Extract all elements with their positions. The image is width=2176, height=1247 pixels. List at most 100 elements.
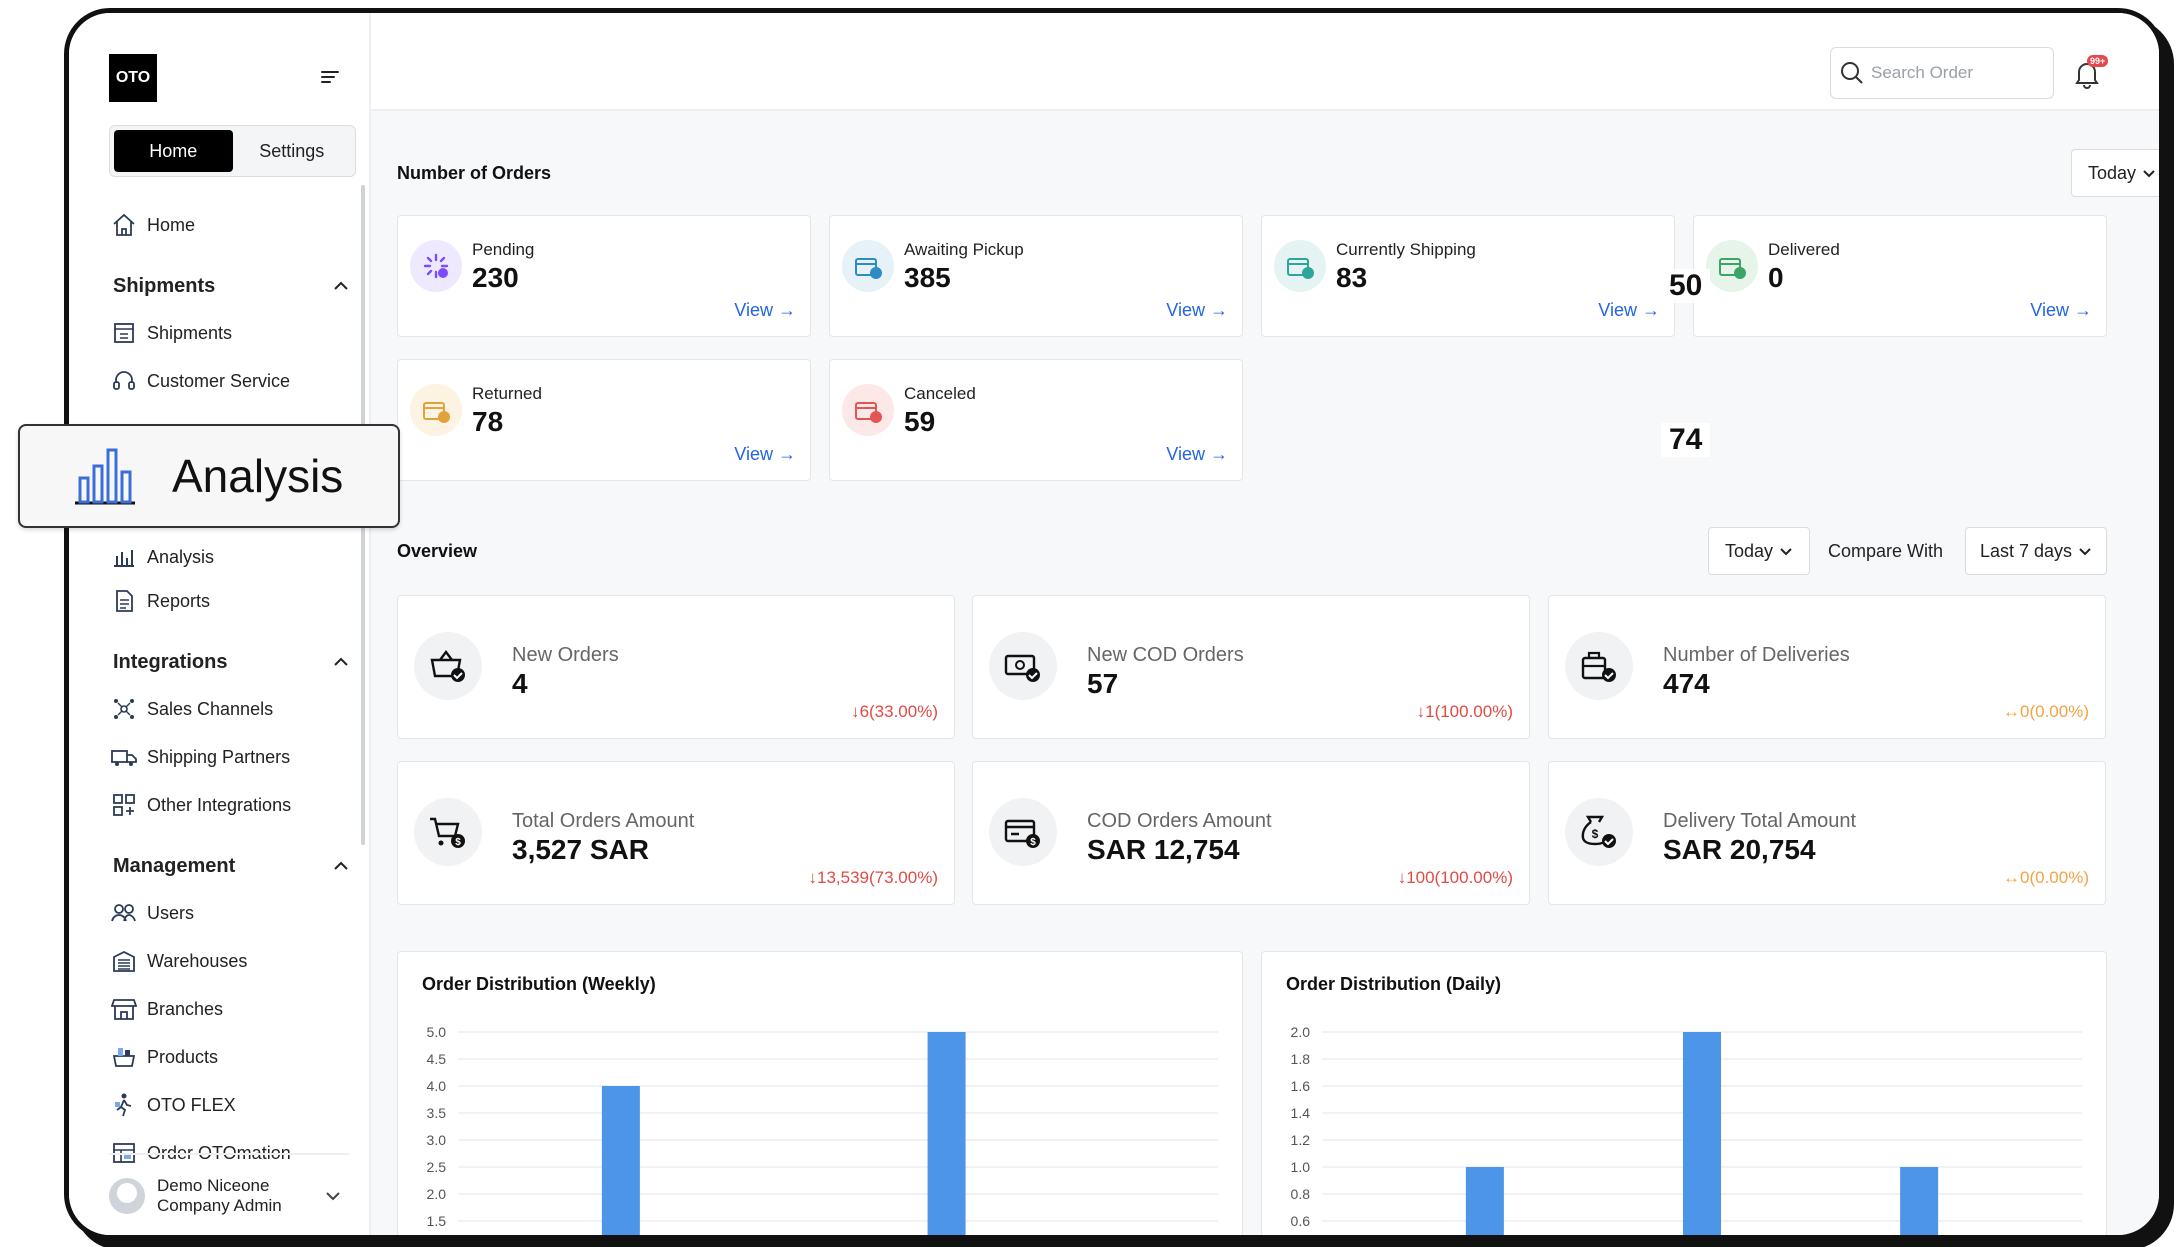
- sidebar-item-label: Order OTOmation: [147, 1142, 291, 1163]
- arrow-both-icon: ↔: [2003, 702, 2021, 721]
- section-title: Management: [113, 854, 236, 877]
- chart-title: Order Distribution (Weekly): [422, 974, 656, 994]
- sidebar-item-users[interactable]: Users: [109, 889, 349, 937]
- y-tick-label: 3.0: [427, 1132, 447, 1148]
- users-icon: [109, 898, 139, 928]
- chart-daily-card: Order Distribution (Daily) 2.0 1.8 1.6 1.4 1…: [1261, 951, 2107, 1240]
- svg-text:$: $: [455, 837, 461, 848]
- sidebar-item-oto-flex[interactable]: OTO FLEX: [109, 1081, 349, 1129]
- sidebar-section-integrations[interactable]: Integrations: [109, 625, 349, 685]
- chevron-up-icon: [334, 657, 348, 666]
- y-tick-label: 2.0: [1291, 1024, 1311, 1040]
- sidebar-item-label: Shipping Partners: [147, 746, 291, 767]
- sidebar-item-customer-service[interactable]: Customer Service: [109, 357, 349, 405]
- section-title: Integrations: [113, 650, 228, 673]
- y-tick-label: 1.5: [427, 1213, 447, 1229]
- y-tick-label: 1.8: [1291, 1051, 1311, 1067]
- y-tick-label: 1.2: [1291, 1132, 1311, 1148]
- sidebar-item-products[interactable]: Products: [109, 1033, 349, 1081]
- box-return-icon: [410, 384, 462, 436]
- sidebar-item-label: Users: [147, 902, 195, 923]
- chart-bar[interactable]: [927, 1032, 966, 1240]
- sidebar-item-label: Products: [147, 1046, 219, 1067]
- sidebar-item-analysis[interactable]: Analysis: [109, 537, 349, 577]
- collapse-menu-icon[interactable]: [321, 69, 339, 85]
- chevron-down-icon: [1780, 547, 1792, 555]
- products-icon: [109, 1042, 139, 1072]
- sidebar-item-label: Other Integrations: [147, 794, 292, 815]
- oto-logo[interactable]: OTO: [109, 54, 157, 102]
- chart-bar[interactable]: [1900, 1167, 1939, 1240]
- sidebar-item-shipping-partners[interactable]: Shipping Partners: [109, 733, 349, 781]
- overview-value: 4: [512, 668, 528, 699]
- change-indicator: ↔0(0.00%): [2003, 868, 2089, 887]
- overview-value: SAR 12,754: [1087, 834, 1240, 865]
- compare-period-dropdown[interactable]: Last 7 days: [1965, 527, 2107, 575]
- truck-icon: [109, 742, 139, 772]
- chart-bar[interactable]: [1465, 1167, 1504, 1240]
- change-indicator: ↓1(100.00%): [1416, 702, 1513, 721]
- overview-value: 57: [1087, 668, 1119, 699]
- view-link[interactable]: View →: [1166, 444, 1228, 464]
- view-link[interactable]: View →: [734, 444, 796, 464]
- overview-card-total-orders-amount: $ Total Orders Amount 3,527 SAR ↓13,539(…: [397, 761, 955, 905]
- status-label: Canceled: [904, 384, 976, 403]
- overview-label: Delivery Total Amount: [1663, 810, 1857, 832]
- status-label: Pending: [472, 240, 535, 259]
- status-value: 230: [472, 262, 519, 293]
- sidebar-item-order-otomation[interactable]: Order OTOmation: [109, 1129, 349, 1177]
- overview-card-number-of-deliveries: Number of Deliveries 474 ↔0(0.00%): [1548, 595, 2106, 739]
- segment-home[interactable]: Home: [114, 130, 233, 172]
- store-icon: [109, 994, 139, 1024]
- daily-bar-chart: 2.0 1.8 1.6 1.4 1.2 1.0 0.8 0.6: [1291, 1024, 2082, 1240]
- sidebar-item-warehouses[interactable]: Warehouses: [109, 937, 349, 985]
- pending-icon: [410, 240, 462, 292]
- status-value: 78: [472, 406, 504, 437]
- sidebar-item-label: Branches: [147, 998, 224, 1019]
- status-card-canceled: Canceled 59 View →: [829, 359, 1243, 481]
- sidebar-section-management[interactable]: Management: [109, 829, 349, 889]
- arrow-down-icon: ↓: [1397, 868, 1407, 887]
- y-tick-label: 4.0: [427, 1078, 447, 1094]
- sidebar-item-branches[interactable]: Branches: [109, 985, 349, 1033]
- view-link[interactable]: View →: [2030, 300, 2092, 320]
- search-box[interactable]: [1830, 47, 2054, 99]
- chart-bar[interactable]: [1683, 1032, 1721, 1240]
- overview-label: New Orders: [512, 644, 619, 666]
- sidebar: OTO Home Settings Home Shipments Shipmen…: [69, 13, 371, 1235]
- status-card-awaiting-pickup: Awaiting Pickup 385 View →: [829, 215, 1243, 337]
- y-tick-label: 3.5: [427, 1105, 447, 1121]
- status-label: Delivered: [1768, 240, 1840, 259]
- sidebar-item-home[interactable]: Home: [109, 201, 349, 249]
- dropdown-value: Today: [1724, 540, 1774, 561]
- cart-dollar-icon: $: [414, 798, 482, 866]
- grid-plus-icon: [109, 790, 139, 820]
- orders-period-dropdown[interactable]: Today: [2071, 149, 2159, 197]
- sidebar-section-shipments[interactable]: Shipments: [109, 249, 349, 309]
- chevron-down-icon: [2079, 547, 2091, 555]
- view-link[interactable]: View →: [1598, 300, 1660, 320]
- chevron-down-icon: [2143, 169, 2155, 177]
- analysis-label: Analysis: [172, 450, 344, 502]
- arrow-right-icon: →: [778, 300, 796, 320]
- search-input[interactable]: [1871, 63, 2041, 83]
- status-label: Returned: [472, 384, 542, 403]
- segment-settings[interactable]: Settings: [259, 141, 325, 161]
- view-link[interactable]: View →: [734, 300, 796, 320]
- sidebar-item-label: Warehouses: [147, 950, 248, 971]
- user-profile[interactable]: Demo Niceone Company Admin: [109, 1153, 349, 1223]
- change-indicator: ↓13,539(73.00%): [808, 868, 938, 887]
- box-clock-icon: [842, 240, 894, 292]
- sidebar-item-label: Reports: [147, 590, 211, 611]
- sidebar-item-sales-channels[interactable]: Sales Channels: [109, 685, 349, 733]
- y-tick-label: 2.0: [427, 1186, 447, 1202]
- chart-bar[interactable]: [601, 1086, 640, 1240]
- chevron-up-icon: [334, 281, 348, 290]
- sidebar-item-other-integrations[interactable]: Other Integrations: [109, 781, 349, 829]
- arrow-right-icon: →: [778, 444, 796, 464]
- arrow-down-icon: ↓: [1416, 702, 1426, 721]
- view-link[interactable]: View →: [1166, 300, 1228, 320]
- sidebar-item-shipments[interactable]: Shipments: [109, 309, 349, 357]
- sidebar-item-reports[interactable]: Reports: [109, 577, 349, 625]
- overview-period-dropdown[interactable]: Today: [1708, 527, 1810, 575]
